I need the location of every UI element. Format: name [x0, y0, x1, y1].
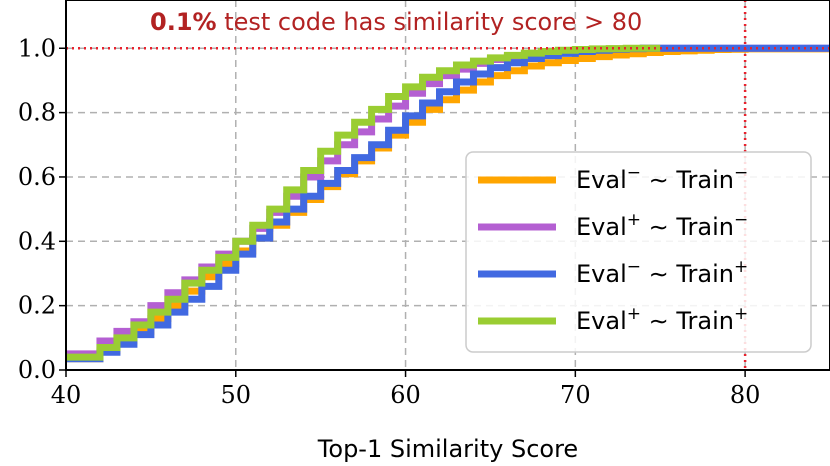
y-tick-label-3: 0.6: [18, 163, 56, 191]
legend-label-0: Eval− ∼ Train−: [576, 163, 748, 194]
y-tick-label-1: 0.2: [18, 292, 56, 320]
legend: Eval− ∼ Train− Eval+ ∼ Train− Eval− ∼ Trai…: [465, 151, 812, 353]
annotation: 0.1% test code has similarity score > 80: [150, 8, 642, 36]
series-layer: [66, 44, 830, 363]
x-tick-label-60: 60: [390, 381, 421, 409]
legend-label-2: Eval− ∼ Train+: [576, 257, 748, 288]
legend-box: [465, 151, 812, 353]
x-tick-label-40: 40: [51, 381, 82, 409]
x-tick-label-80: 80: [730, 381, 761, 409]
annotation-rest: test code has similarity score > 80: [217, 8, 643, 36]
series-line-3: [66, 44, 661, 361]
annotation-bold: 0.1%: [150, 8, 217, 36]
axis-ticks: 40 50 60 70 80 0.0 0.2 0.4 0.6 0.8 1.0: [18, 34, 761, 409]
x-tick-label-70: 70: [560, 381, 591, 409]
x-tick-label-50: 50: [221, 381, 252, 409]
y-tick-label-4: 0.8: [18, 99, 56, 127]
y-tick-label-5: 1.0: [18, 34, 56, 62]
x-axis-label: Top-1 Similarity Score: [317, 435, 578, 463]
y-tick-label-0: 0.0: [18, 356, 56, 384]
plot-frame: [65, 0, 830, 371]
legend-label-1: Eval+ ∼ Train−: [576, 210, 748, 241]
y-tick-label-2: 0.4: [18, 227, 56, 255]
legend-label-3: Eval+ ∼ Train+: [576, 304, 748, 335]
reference-lines: [66, 0, 830, 370]
